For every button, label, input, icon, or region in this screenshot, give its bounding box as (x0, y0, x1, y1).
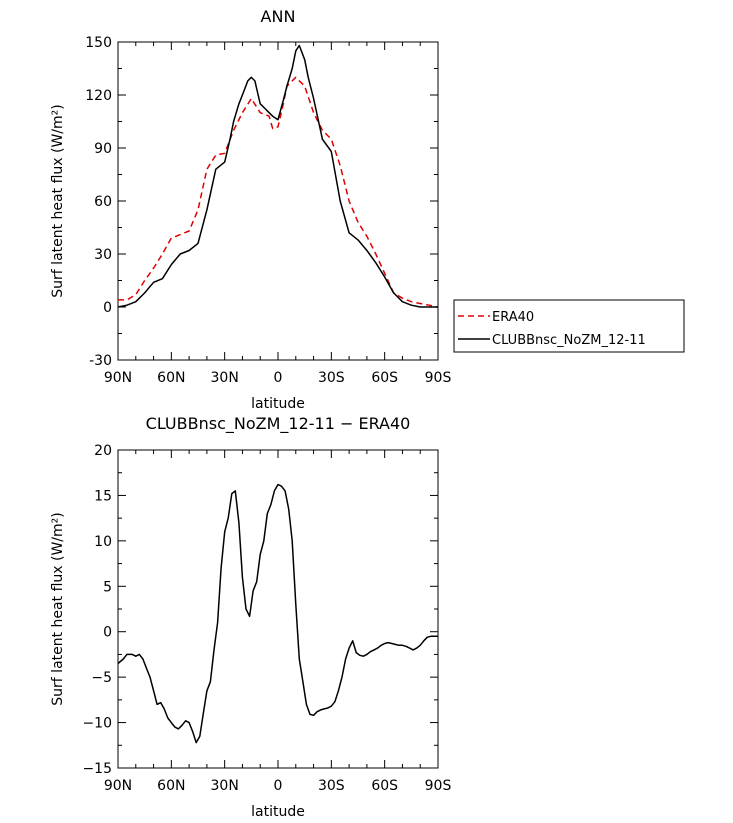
x-tick-label: 30S (318, 778, 345, 794)
series-line-0 (117, 483, 438, 744)
top-chart: ANN 90N 60N 30N 0 30S 60S 90S-300306090120150 … (50, 7, 451, 412)
y-tick-label: −10 (82, 716, 112, 732)
x-tick-label: 90S (425, 370, 452, 386)
y-tick-label: 0 (103, 300, 112, 316)
x-tick-label: 60S (371, 778, 398, 794)
top-axis-ticks: 90N 60N 30N 0 30S 60S 90S -30 0 30 60 90 120 150 (85, 35, 451, 386)
y-tick-label: 60 (94, 194, 112, 210)
legend-entry-era40: ERA40 (492, 310, 534, 325)
top-series-lines (117, 44, 439, 308)
y-tick-label: 5 (103, 579, 112, 595)
y-tick-label: 0 (103, 625, 112, 641)
y-tick-label: 150 (85, 35, 112, 51)
top-plot-frame (117, 41, 439, 361)
x-tick-label: 90S (425, 778, 452, 794)
top-x-axis-label: latitude (251, 396, 305, 412)
bottom-axis-ticks: 90N 60N 30N 0 30S 60S 90S −15 −10 −5 0 5 10 15 20 (82, 443, 451, 794)
bottom-x-axis-label: latitude (251, 804, 305, 820)
legend-box (453, 299, 685, 353)
y-tick-label: −5 (91, 670, 112, 686)
bottom-series-lines (117, 483, 438, 744)
bottom-y-axis-label: Surf latent heat flux (W/m²) (50, 512, 66, 705)
y-tick-label: -30 (89, 353, 112, 369)
bottom-plot-frame (117, 449, 439, 769)
x-tick-label: 60N (157, 778, 185, 794)
legend: ERA40 CLUBBnsc_NoZM_12-11 (453, 299, 685, 353)
x-tick-label: 30N (211, 370, 239, 386)
y-tick-label: 90 (94, 141, 112, 157)
top-y-axis-label: Surf latent heat flux (W/m²) (50, 104, 66, 297)
x-tick-label: 60S (371, 370, 398, 386)
x-tick-label: 30N (211, 778, 239, 794)
x-tick-label: 0 (274, 778, 283, 794)
legend-entry-clubb: CLUBBnsc_NoZM_12-11 (492, 333, 646, 348)
y-tick-label: 15 (94, 488, 112, 504)
top-chart-title: ANN (261, 7, 296, 26)
y-tick-label: 10 (94, 534, 112, 550)
y-tick-label: 30 (94, 247, 112, 263)
x-tick-label: 90N (104, 778, 132, 794)
series-line-clubbnsc-nozm-12-11 (117, 44, 438, 308)
y-tick-label: −15 (82, 761, 112, 777)
bottom-chart: CLUBBnsc_NoZM_12-11 − ERA40 90N 60N 30N 0 30… (50, 414, 451, 820)
series-line-era40 (118, 76, 439, 308)
y-tick-label: 20 (94, 443, 112, 459)
x-tick-label: 30S (318, 370, 345, 386)
y-tick-label: 120 (85, 88, 112, 104)
x-tick-label: 90N (104, 370, 132, 386)
x-tick-label: 0 (274, 370, 283, 386)
bottom-chart-title: CLUBBnsc_NoZM_12-11 − ERA40 (146, 414, 411, 434)
x-tick-label: 60N (157, 370, 185, 386)
